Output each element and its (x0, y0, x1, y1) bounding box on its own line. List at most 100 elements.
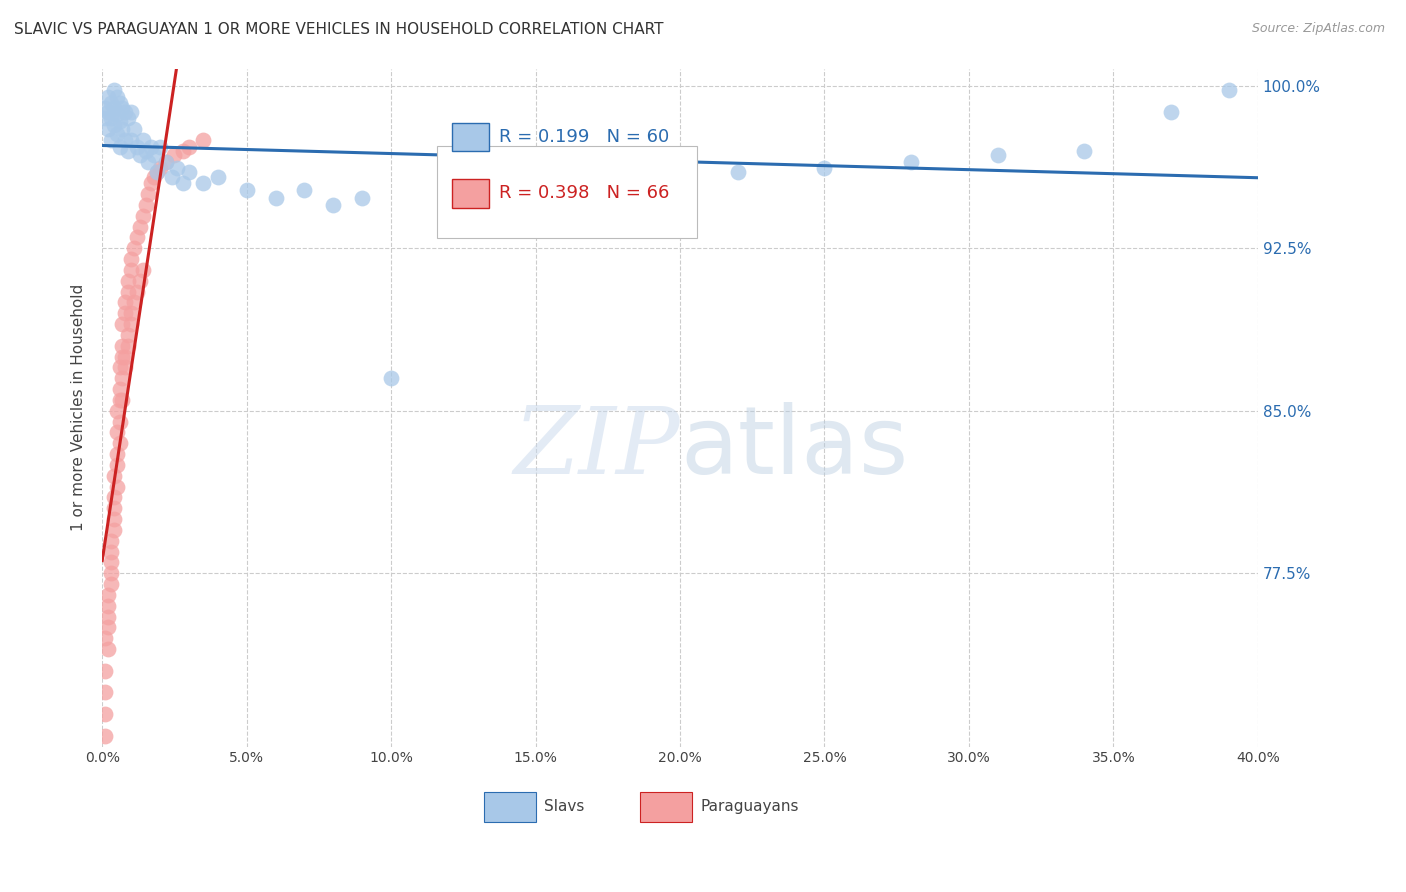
Point (100, 112, 122, 126)
Point (117, 285, 139, 299)
Text: SLAVIC VS PARAGUAYAN 1 OR MORE VEHICLES IN HOUSEHOLD CORRELATION CHART: SLAVIC VS PARAGUAYAN 1 OR MORE VEHICLES … (14, 22, 664, 37)
Point (264, 192, 287, 206)
Point (131, 263, 153, 277)
Point (117, 274, 139, 288)
FancyBboxPatch shape (437, 146, 697, 238)
Point (114, 360, 136, 375)
Point (135, 198, 157, 212)
Point (117, 328, 139, 343)
Point (122, 295, 145, 310)
Text: Paraguayans: Paraguayans (700, 798, 800, 814)
Point (114, 306, 136, 320)
Point (105, 447, 128, 461)
Y-axis label: 1 or more Vehicles in Household: 1 or more Vehicles in Household (72, 284, 86, 531)
Point (97, 89, 120, 103)
Point (143, 169, 166, 184)
Point (108, 139, 131, 153)
Point (94, 112, 117, 126)
Point (669, 169, 692, 184)
Point (105, 404, 128, 418)
Point (177, 165, 200, 179)
Point (172, 177, 194, 191)
Point (114, 133, 136, 147)
Text: R = 0.199   N = 60: R = 0.199 N = 60 (499, 128, 669, 146)
Point (322, 198, 344, 212)
Point (120, 306, 142, 320)
Point (495, 198, 517, 212)
Point (125, 139, 148, 153)
Point (166, 161, 188, 176)
Point (294, 183, 316, 197)
Point (146, 165, 169, 179)
Point (352, 192, 374, 206)
Point (100, 533, 122, 548)
Point (437, 209, 460, 223)
Point (125, 285, 148, 299)
Point (97, 122, 120, 136)
Point (117, 144, 139, 158)
Point (128, 274, 150, 288)
Point (111, 317, 134, 331)
Point (138, 154, 160, 169)
Point (193, 133, 215, 147)
Text: Source: ZipAtlas.com: Source: ZipAtlas.com (1251, 22, 1385, 36)
Point (120, 252, 142, 267)
Point (727, 165, 749, 179)
Point (94, 101, 117, 115)
Point (155, 154, 177, 169)
Point (103, 523, 125, 537)
Point (120, 133, 142, 147)
Point (380, 371, 402, 385)
Point (553, 187, 575, 202)
Point (1073, 144, 1095, 158)
Point (111, 392, 134, 407)
Point (120, 317, 142, 331)
Point (108, 96, 131, 111)
Point (111, 101, 134, 115)
Point (97, 642, 120, 657)
Point (131, 209, 153, 223)
Point (108, 415, 131, 429)
Point (122, 241, 145, 255)
Point (100, 556, 122, 570)
Point (131, 133, 153, 147)
Point (114, 104, 136, 119)
Bar (484, 792, 536, 822)
Point (160, 169, 183, 184)
Point (114, 295, 136, 310)
Point (207, 169, 229, 184)
Point (103, 83, 125, 97)
Text: ZIP: ZIP (513, 403, 681, 493)
Point (105, 425, 128, 440)
Point (108, 382, 131, 396)
Point (108, 360, 131, 375)
Point (163, 148, 186, 162)
Point (235, 183, 257, 197)
Point (149, 161, 172, 176)
Point (125, 230, 148, 244)
Point (97, 620, 120, 634)
Bar (453, 179, 489, 208)
Point (177, 139, 200, 153)
Point (100, 133, 122, 147)
Point (94, 729, 117, 743)
Point (103, 491, 125, 505)
Point (612, 177, 634, 191)
Point (146, 165, 169, 179)
Point (1160, 104, 1182, 119)
Point (100, 566, 122, 581)
Point (193, 177, 215, 191)
Point (103, 118, 125, 132)
Point (97, 104, 120, 119)
Point (117, 339, 139, 353)
Text: R = 0.398   N = 66: R = 0.398 N = 66 (499, 185, 669, 202)
Point (1218, 83, 1240, 97)
Point (114, 350, 136, 364)
Point (108, 113, 131, 128)
Point (105, 458, 128, 472)
Text: Slavs: Slavs (544, 798, 583, 814)
Point (111, 122, 134, 136)
Point (117, 112, 139, 126)
Point (97, 588, 120, 602)
Point (141, 139, 163, 153)
